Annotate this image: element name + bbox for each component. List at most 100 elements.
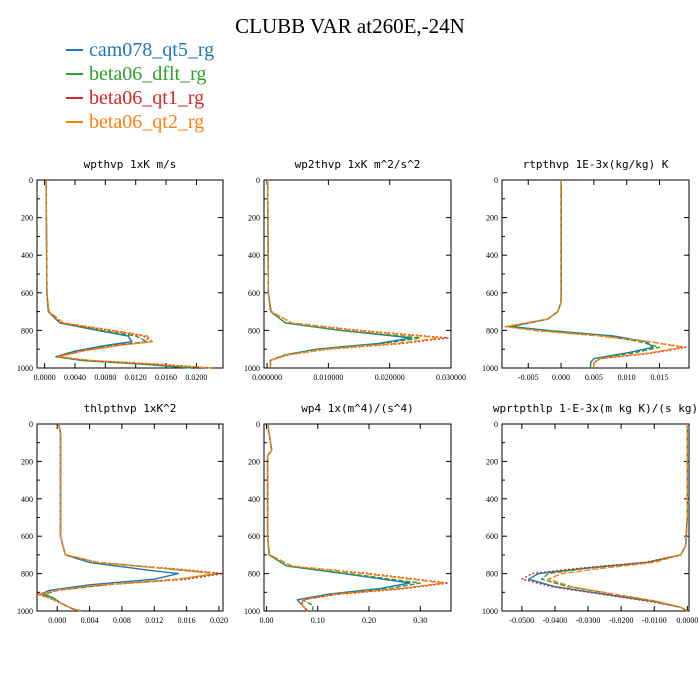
x-tick-label: 0.010000 xyxy=(313,373,343,382)
series-line-beta06_qt1_rg xyxy=(266,423,450,612)
y-tick-label: 400 xyxy=(21,251,33,260)
series-line-beta06_qt2_rg xyxy=(547,424,688,612)
legend-label: beta06_qt1_rg xyxy=(89,87,205,109)
panel-title: rtpthvp 1E-3x(kg/kg) K xyxy=(523,158,669,171)
series-line-beta06_dflt_rg xyxy=(45,179,193,369)
profile-panel: wp2thvp 1xK m^2/s^2 0 200 400 600 800 10000.00… xyxy=(244,158,466,382)
y-tick-label: 800 xyxy=(248,326,260,335)
x-tick-label: 0.00 xyxy=(260,616,274,625)
y-tick-label: 200 xyxy=(248,214,260,223)
panel-title: wp2thvp 1xK m^2/s^2 xyxy=(295,158,421,171)
legend-item: cam078_qt5_rg xyxy=(66,38,214,62)
profile-panel: wp4 1x(m^4)/(s^4) 0 200 400 600 800 10000.00 0.… xyxy=(244,402,452,625)
y-tick-label: 400 xyxy=(21,495,33,504)
y-tick-label: 600 xyxy=(486,532,498,541)
series-line-beta06_qt1_rg xyxy=(504,180,687,368)
legend-swatch xyxy=(66,73,83,75)
series-line-beta06_qt2_rg xyxy=(38,423,216,612)
x-tick-label: 0.010 xyxy=(618,373,636,382)
y-tick-label: 600 xyxy=(248,289,260,298)
x-tick-label: 0.0080 xyxy=(94,373,116,382)
y-tick-label: 600 xyxy=(21,289,33,298)
x-tick-label: 0.0000 xyxy=(676,616,698,625)
x-tick-label: 0.015 xyxy=(650,373,668,382)
x-tick-label: 0.10 xyxy=(311,616,325,625)
x-tick-label: 0.0120 xyxy=(125,373,147,382)
series-line-beta06_qt2_rg xyxy=(267,179,443,369)
x-tick-label: 0.0000 xyxy=(34,373,56,382)
legend-label: cam078_qt5_rg xyxy=(89,39,215,61)
series-line-cam078_qt5_rg xyxy=(266,423,411,612)
y-tick-label: 800 xyxy=(486,326,498,335)
series-line-beta06_qt2_rg xyxy=(504,180,684,368)
x-tick-label: 0.030000 xyxy=(436,373,466,382)
y-tick-label: 400 xyxy=(248,495,260,504)
x-tick-label: -0.0200 xyxy=(609,616,634,625)
y-tick-label: 400 xyxy=(486,251,498,260)
y-tick-label: 600 xyxy=(248,532,260,541)
series-line-beta06_qt1_rg xyxy=(521,424,688,612)
series-line-beta06_qt1_rg xyxy=(267,179,449,369)
x-tick-label: -0.0500 xyxy=(510,616,535,625)
figure-title: CLUBB VAR at260E,-24N xyxy=(235,14,465,38)
x-tick-label: 0.0200 xyxy=(185,373,207,382)
y-tick-label: 0 xyxy=(494,176,498,185)
profile-panel: wpthvp 1xK m/s 0 200 400 600 800 10000.0000 0.0… xyxy=(17,158,224,382)
profile-panel: thlpthvp 1xK^2 0 200 400 600 800 1000 0.000 0.00… xyxy=(17,402,228,625)
panel-frame xyxy=(501,179,690,369)
panel-frame xyxy=(263,423,452,612)
y-tick-label: 1000 xyxy=(482,607,498,616)
y-tick-label: 1000 xyxy=(482,364,498,373)
panel-title: wprtpthlp 1-E-3x(m kg K)/(s kg) xyxy=(493,402,698,415)
y-tick-label: 200 xyxy=(486,457,498,466)
x-tick-label: 0.0160 xyxy=(155,373,177,382)
y-tick-label: 1000 xyxy=(244,364,260,373)
panel-title: wp4 1x(m^4)/(s^4) xyxy=(301,402,414,415)
profile-panel: rtpthvp 1E-3x(kg/kg) K 0 200 400 600 800 1000 -… xyxy=(482,158,690,382)
panel-title: wpthvp 1xK m/s xyxy=(84,158,177,171)
panel-frame xyxy=(501,423,690,612)
y-tick-label: 600 xyxy=(486,289,498,298)
x-tick-label: 0.20 xyxy=(362,616,376,625)
series-line-beta06_dflt_rg xyxy=(266,423,421,611)
y-tick-label: 0 xyxy=(256,420,260,429)
series-line-beta06_qt2_rg xyxy=(45,179,212,369)
y-tick-label: 200 xyxy=(21,214,33,223)
y-tick-label: 200 xyxy=(248,457,260,466)
legend-item: beta06_dflt_rg xyxy=(66,62,214,86)
series-line-cam078_qt5_rg xyxy=(527,424,688,612)
y-tick-label: 400 xyxy=(486,495,498,504)
legend-swatch xyxy=(66,121,83,123)
series-line-beta06_dflt_rg xyxy=(541,424,688,612)
x-tick-label: -0.0100 xyxy=(642,616,667,625)
y-tick-label: 1000 xyxy=(244,607,260,616)
x-tick-label: 0.005 xyxy=(585,373,603,382)
series-line-beta06_qt1_rg xyxy=(45,179,212,369)
legend-item: beta06_qt2_rg xyxy=(66,110,214,134)
y-tick-label: 0 xyxy=(256,176,260,185)
y-tick-label: 800 xyxy=(21,570,33,579)
legend-swatch xyxy=(66,49,83,51)
profile-panel: wprtpthlp 1-E-3x(m kg K)/(s kg) 0 200 400 60… xyxy=(482,402,698,625)
y-tick-label: 200 xyxy=(486,214,498,223)
y-tick-label: 1000 xyxy=(17,607,33,616)
x-tick-label: 0.012 xyxy=(145,616,163,625)
y-tick-label: 0 xyxy=(29,176,33,185)
y-tick-label: 1000 xyxy=(17,364,33,373)
legend-label: beta06_dflt_rg xyxy=(89,63,207,85)
x-tick-label: 0.30 xyxy=(413,616,427,625)
x-tick-label: 0.008 xyxy=(113,616,131,625)
series-line-cam078_qt5_rg xyxy=(45,179,193,369)
y-tick-label: 0 xyxy=(29,420,33,429)
y-tick-label: 800 xyxy=(486,570,498,579)
y-tick-label: 200 xyxy=(21,457,33,466)
panel-title: thlpthvp 1xK^2 xyxy=(84,402,177,415)
x-tick-label: 0.020 xyxy=(210,616,228,625)
series-line-beta06_qt2_rg xyxy=(266,423,444,612)
y-tick-label: 800 xyxy=(21,326,33,335)
x-tick-label: 0.020000 xyxy=(375,373,405,382)
x-tick-label: 0.000 xyxy=(552,373,570,382)
x-tick-label: -0.0400 xyxy=(543,616,568,625)
y-tick-label: 400 xyxy=(248,251,260,260)
